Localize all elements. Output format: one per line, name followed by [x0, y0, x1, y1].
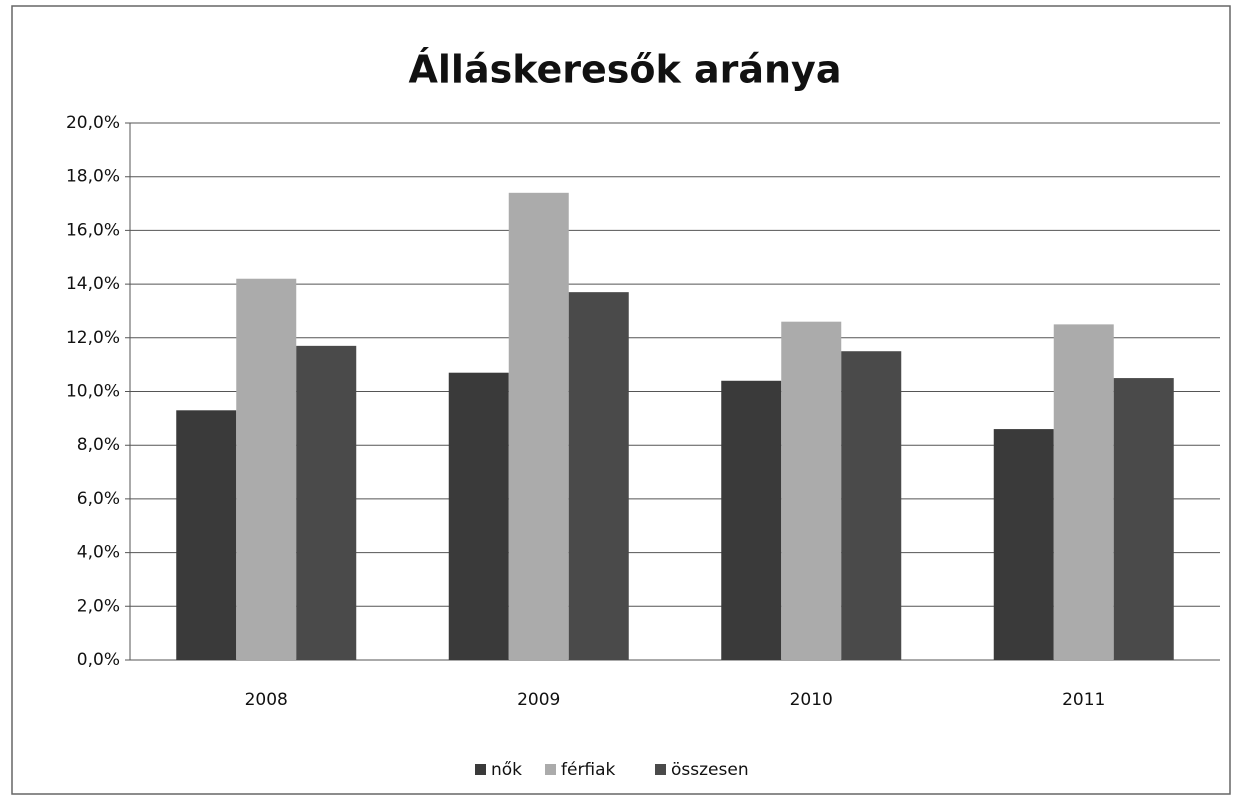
y-tick-label: 6,0% — [77, 489, 120, 509]
chart-title: Álláskeresők aránya — [409, 48, 842, 92]
legend-swatch — [655, 764, 666, 775]
legend-swatch — [475, 764, 486, 775]
y-tick-label: 2,0% — [77, 596, 120, 616]
legend-label: összesen — [671, 760, 749, 780]
y-tick-label: 16,0% — [66, 220, 120, 240]
bar — [176, 410, 237, 660]
y-tick-label: 18,0% — [66, 167, 120, 187]
bar — [841, 351, 902, 660]
bar — [1113, 378, 1174, 660]
bar — [448, 372, 509, 660]
bar — [568, 292, 629, 660]
y-tick-label: 0,0% — [77, 650, 120, 670]
bar — [721, 380, 782, 660]
bar — [781, 321, 842, 660]
y-tick-label: 14,0% — [66, 274, 120, 294]
y-tick-label: 12,0% — [66, 328, 120, 348]
bar — [993, 429, 1054, 660]
x-tick-label: 2008 — [245, 690, 288, 710]
x-tick-label: 2011 — [1062, 690, 1105, 710]
legend-label: nők — [491, 760, 522, 780]
bar — [236, 278, 297, 660]
legend-swatch — [545, 764, 556, 775]
bar — [1053, 324, 1114, 660]
y-tick-label: 20,0% — [66, 113, 120, 133]
legend-label: férfiak — [561, 760, 616, 780]
y-tick-label: 10,0% — [66, 382, 120, 402]
x-tick-label: 2010 — [790, 690, 833, 710]
bar — [296, 345, 357, 660]
bar — [508, 192, 569, 660]
y-tick-label: 8,0% — [77, 435, 120, 455]
y-tick-label: 4,0% — [77, 543, 120, 563]
x-tick-label: 2009 — [517, 690, 560, 710]
